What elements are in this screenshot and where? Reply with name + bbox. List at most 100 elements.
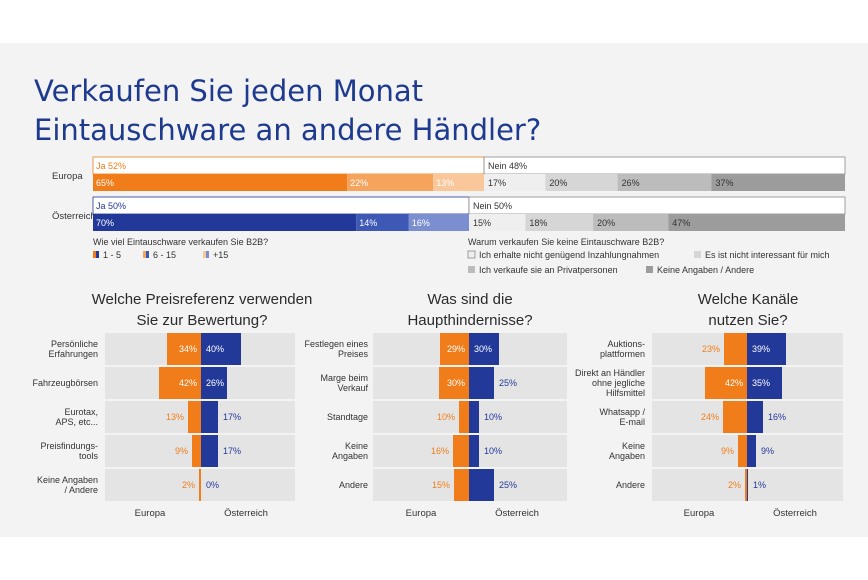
legend-nein-item: Ich verkaufe sie an Privatpersonen	[479, 265, 618, 275]
category-label: Fahrzeugbörsen	[32, 378, 98, 388]
bar-europa	[453, 435, 469, 467]
bar-oesterreich	[201, 333, 241, 365]
nein-segment-label: 37%	[715, 178, 733, 188]
ja-header-box	[92, 156, 485, 175]
value-label-europa: 34%	[179, 344, 197, 354]
nein-segment-bar	[469, 214, 526, 231]
bar-europa	[188, 401, 201, 433]
bar-europa	[745, 469, 747, 501]
value-label-oesterreich: 25%	[499, 480, 517, 490]
ja-segment-bar	[93, 174, 348, 191]
bar-europa	[159, 367, 201, 399]
title-line-2: Eintauschware an andere Händler?	[34, 113, 542, 147]
title-line-1: Verkaufen Sie jeden Monat	[34, 74, 423, 108]
panel-title-line: Welche Preisreferenz verwenden	[92, 291, 313, 308]
value-label-europa: 16%	[431, 446, 449, 456]
panel-title-line: Sie zur Bewertung?	[137, 312, 268, 329]
category-label: ohne jegliche	[592, 378, 645, 388]
value-label-oesterreich: 1%	[753, 480, 766, 490]
legend-nein-item: Keine Angaben / Andere	[657, 265, 754, 275]
legend-swatch-orange	[143, 251, 146, 258]
ja-segment-bar	[347, 174, 434, 191]
nein-segment-label: 18%	[529, 218, 547, 228]
nein-segment-bar	[593, 214, 669, 231]
page-title: Verkaufen Sie jeden Monat Eintauschware …	[34, 72, 541, 150]
legend-ja-title: Wie viel Eintauschware verkaufen Sie B2B…	[93, 237, 268, 247]
ja-header-box	[92, 196, 470, 215]
category-label: Persönliche	[51, 339, 98, 349]
legend-nein-item: Es ist nicht interessant für mich	[705, 250, 830, 260]
axis-label-europa: Europa	[406, 508, 437, 519]
bar-oesterreich	[747, 469, 748, 501]
bar-europa	[705, 367, 747, 399]
legend-swatch-orange	[93, 251, 96, 258]
bar-oesterreich	[469, 435, 479, 467]
category-label: Preises	[338, 349, 369, 359]
value-label-oesterreich: 10%	[484, 412, 502, 422]
category-label: Standtage	[327, 412, 368, 422]
legend-ja-item: 1 - 5	[103, 250, 121, 260]
ja-segment-bar	[408, 214, 469, 231]
nein-segment-label: 26%	[622, 178, 640, 188]
ja-share-label: Ja 52%	[96, 161, 126, 171]
ja-segment-label: 14%	[359, 218, 377, 228]
ja-segment-bar	[93, 214, 357, 231]
bar-oesterreich	[469, 401, 479, 433]
value-label-europa: 42%	[179, 378, 197, 388]
category-label: Whatsapp /	[599, 407, 645, 417]
bar-europa	[723, 401, 747, 433]
legend-ja-item: +15	[213, 250, 228, 260]
category-label: plattformen	[600, 349, 645, 359]
nein-segment-label: 20%	[597, 218, 615, 228]
panel-title-line: Haupthindernisse?	[407, 312, 532, 329]
nein-segment-label: 17%	[488, 178, 506, 188]
category-label: E-mail	[619, 417, 645, 427]
bar-oesterreich	[747, 401, 763, 433]
nein-segment-bar	[711, 174, 845, 191]
panel-title-line: Was sind die	[427, 291, 512, 308]
category-label: Verkauf	[337, 383, 368, 393]
bar-europa	[738, 435, 747, 467]
value-label-europa: 13%	[166, 412, 184, 422]
value-label-europa: 9%	[175, 446, 188, 456]
value-label-europa: 2%	[182, 480, 195, 490]
value-label-oesterreich: 9%	[761, 446, 774, 456]
row-label: Österreich	[52, 211, 96, 222]
panel-title-line: nutzen Sie?	[708, 312, 787, 329]
nein-segment-bar	[545, 174, 618, 191]
legend-nein-title: Warum verkaufen Sie keine Eintauschware …	[468, 237, 664, 247]
value-label-europa: 10%	[437, 412, 455, 422]
bar-oesterreich	[747, 333, 786, 365]
value-label-europa: 2%	[728, 480, 741, 490]
category-label: Auktions-	[607, 339, 645, 349]
nein-segment-label: 20%	[549, 178, 567, 188]
category-label: tools	[79, 451, 99, 461]
ja-segment-label: 13%	[436, 178, 454, 188]
value-label-oesterreich: 0%	[206, 480, 219, 490]
bar-europa	[454, 469, 469, 501]
legend-swatch-orange	[203, 251, 206, 258]
legend-swatch-grey	[694, 251, 701, 258]
nein-segment-label: 15%	[473, 218, 491, 228]
nein-segment-label: 47%	[672, 218, 690, 228]
nein-segment-bar	[484, 174, 546, 191]
panel-title-line: Welche Kanäle	[698, 291, 799, 308]
axis-label-oesterreich: Österreich	[773, 508, 817, 519]
category-label: Keine Angaben	[37, 475, 98, 485]
category-label: Eurotax,	[64, 407, 98, 417]
value-label-oesterreich: 40%	[206, 344, 224, 354]
ja-segment-bar	[433, 174, 485, 191]
category-label: Preisfindungs-	[40, 441, 98, 451]
axis-label-europa: Europa	[684, 508, 715, 519]
ja-segment-label: 70%	[96, 218, 114, 228]
bar-oesterreich	[201, 401, 218, 433]
bar-oesterreich	[469, 333, 499, 365]
bar-oesterreich	[469, 367, 494, 399]
value-label-oesterreich: 17%	[223, 412, 241, 422]
legend-swatch-grey	[468, 266, 475, 273]
bar-europa	[459, 401, 469, 433]
category-label: / Andere	[64, 485, 98, 495]
value-label-europa: 29%	[447, 344, 465, 354]
value-label-europa: 15%	[432, 480, 450, 490]
ja-segment-label: 16%	[412, 218, 430, 228]
